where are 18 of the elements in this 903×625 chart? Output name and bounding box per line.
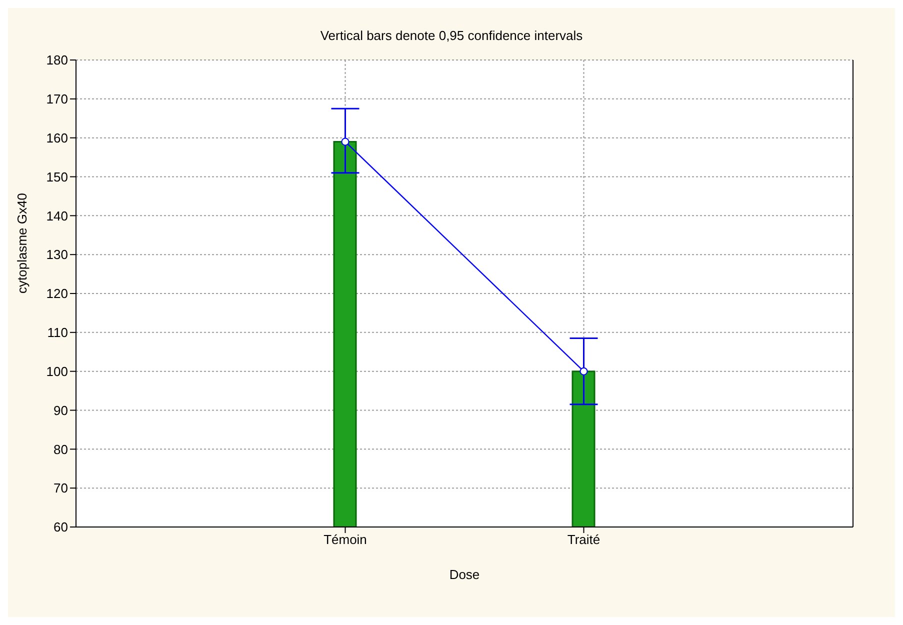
y-tick-label: 70	[54, 480, 68, 496]
y-tick-label: 160	[46, 130, 68, 146]
y-tick-label: 100	[46, 364, 68, 379]
y-tick-label: 150	[46, 169, 68, 184]
x-tick-label: Traité	[567, 532, 600, 548]
y-tick-label: 170	[46, 92, 68, 107]
x-axis-title: Dose	[449, 567, 480, 582]
y-tick-label: 80	[54, 442, 68, 457]
y-axis-title: cytoplasme Gx40	[14, 193, 30, 294]
y-tick-label: 130	[46, 247, 68, 262]
y-tick-label: 60	[54, 520, 68, 535]
y-tick-label: 180	[46, 52, 68, 68]
y-tick-label: 140	[46, 208, 68, 224]
chart-title: Vertical bars denote 0,95 confidence intervals	[319, 28, 584, 43]
y-tick-label: 120	[46, 286, 68, 302]
x-tick-label: Témoin	[324, 532, 367, 548]
y-tick-label: 110	[47, 325, 68, 340]
y-tick-label: 90	[54, 402, 68, 418]
